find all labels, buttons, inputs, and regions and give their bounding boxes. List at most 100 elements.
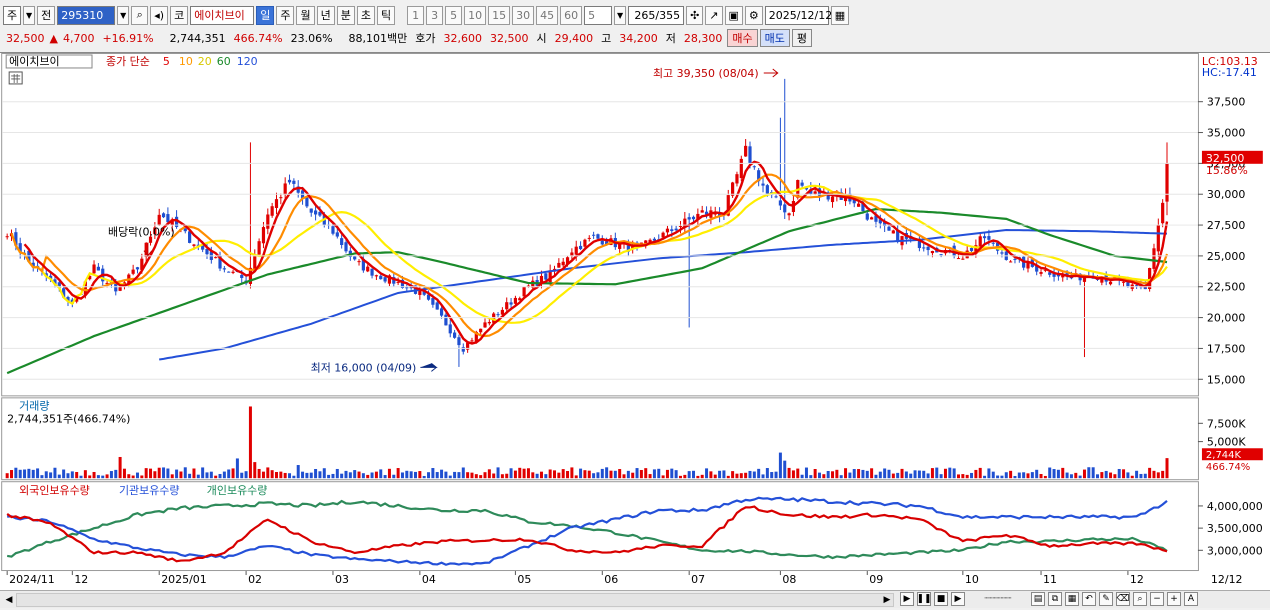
copy-icon[interactable]: ⧉ [1048, 592, 1062, 606]
interval-30[interactable]: 30 [512, 5, 535, 25]
volume-bar [1030, 472, 1034, 479]
period-year[interactable]: 년 [316, 5, 335, 25]
volume-bar [1017, 472, 1021, 479]
volume-bar [201, 467, 205, 479]
legend-foreign: 외국인보유수량 [19, 484, 90, 497]
layout-icon[interactable]: ▤ [1031, 592, 1045, 606]
table-icon[interactable]: ▦ [1065, 592, 1079, 606]
volume-bar [896, 472, 900, 479]
draw-icon[interactable]: ↗ [705, 5, 723, 25]
volume-bar [66, 473, 70, 479]
crosshair-icon[interactable]: ✣ [686, 5, 704, 25]
volume-bar [922, 470, 926, 479]
grid-table-icon-lines [11, 73, 21, 83]
minus-icon[interactable]: − [1150, 592, 1164, 606]
candle-body [305, 196, 309, 207]
volume-bar [865, 470, 869, 479]
volume-bar [1039, 473, 1043, 479]
chevron-down-icon[interactable]: ▼ [23, 5, 36, 25]
volume-bar [318, 471, 322, 479]
sell-button[interactable]: 매도 [759, 29, 790, 47]
period-day[interactable]: 일 [256, 5, 275, 25]
speaker-icon[interactable]: ◂) [150, 5, 169, 25]
candle-body [922, 247, 926, 249]
interval-45[interactable]: 45 [536, 5, 559, 25]
legend-ma10: 10 [179, 55, 193, 68]
undo-icon[interactable]: ↶ [1082, 592, 1096, 606]
buy-button[interactable]: 매수 [727, 29, 758, 47]
volume-bar [752, 471, 756, 479]
interval-3[interactable]: 3 [426, 5, 444, 25]
pause-icon[interactable]: ❚❚ [916, 592, 932, 606]
date-input[interactable]: 2025/12/12 [764, 5, 832, 25]
save-icon[interactable]: ▣ [724, 5, 743, 25]
stock-code-input[interactable]: 295310 [57, 5, 116, 25]
interval-10[interactable]: 10 [464, 5, 487, 25]
candle-body [75, 296, 79, 302]
candle-body [1052, 272, 1056, 277]
market-select[interactable]: 주 [3, 5, 22, 25]
volume-bar [1078, 475, 1082, 479]
period-minute[interactable]: 분 [336, 5, 355, 25]
candle-body [956, 258, 961, 260]
stop-icon[interactable]: ■ [934, 592, 948, 606]
search-icon[interactable]: ⌕ [131, 5, 149, 25]
period-month[interactable]: 월 [296, 5, 315, 25]
volume-bar [553, 470, 557, 479]
volume-bar [44, 471, 48, 479]
count-input[interactable]: 5 [584, 5, 613, 25]
interval-60[interactable]: 60 [560, 5, 583, 25]
zoom-in-icon[interactable]: ⌕ [1133, 592, 1147, 606]
candle-body [357, 261, 361, 263]
candle-body [978, 236, 982, 247]
volume-bar [943, 468, 947, 479]
volume-bar [36, 468, 40, 479]
interval-5[interactable]: 5 [445, 5, 463, 25]
volume-bar [778, 452, 782, 479]
gear-icon[interactable]: ⚙ [744, 5, 763, 25]
volume-bar [370, 472, 374, 479]
grid-table-icon[interactable] [8, 71, 23, 85]
volume-bar [583, 470, 587, 479]
play-prev-icon[interactable]: ▶ [900, 592, 914, 606]
stock-chart[interactable]: 37,500 35,000 32,500 30,000 27,500 25,000 22,5… [0, 52, 1270, 590]
type-code-button[interactable]: 코 [170, 5, 189, 25]
volume-bar [14, 467, 18, 479]
candle-body [1026, 261, 1030, 269]
period-tick[interactable]: 틱 [376, 5, 396, 25]
zoom-slider[interactable]: ┈┈┈┈┈ [984, 594, 1012, 604]
candle-body [887, 226, 891, 231]
volume-bar [427, 472, 431, 479]
scroll-left-icon[interactable]: ◀ [5, 595, 13, 605]
candle-body [765, 185, 769, 194]
calendar-icon[interactable]: ▦ [830, 5, 850, 25]
erase-icon[interactable]: ⌫ [1116, 592, 1130, 606]
ma20-line [14, 184, 1168, 324]
interval-1[interactable]: 1 [407, 5, 425, 25]
period-second[interactable]: 초 [356, 5, 375, 25]
prev-button[interactable]: 전 [37, 5, 56, 25]
count-dropdown-icon[interactable]: ▼ [614, 5, 627, 25]
axis-group: 37,500 35,000 32,500 30,000 27,500 25,000 22,5… [2, 96, 1263, 586]
volume-bar [539, 471, 543, 479]
plus-icon[interactable]: + [1167, 592, 1181, 606]
price-tick-label: 27,500 [1207, 219, 1245, 232]
current-volume-marker [1201, 448, 1263, 461]
pin-icon[interactable]: ✎ [1099, 592, 1113, 606]
scroll-track[interactable] [16, 593, 894, 607]
candle-body [266, 214, 270, 229]
period-week[interactable]: 주 [276, 5, 295, 25]
eval-button[interactable]: 평 [791, 29, 813, 47]
scroll-right-icon[interactable]: ▶ [883, 595, 891, 605]
code-dropdown-icon[interactable]: ▼ [117, 5, 130, 25]
candle-body [1121, 281, 1126, 283]
volume-bar [444, 471, 448, 479]
play-next-icon[interactable]: ▶ [951, 592, 965, 606]
chart-scrollbar[interactable]: ◀ ▶ ▶ ❚❚ ■ ▶ ┈┈┈┈┈ ▤ ⧉ ▦ ↶ ✎ ⌫ ⌕ − + A [0, 590, 1270, 608]
volume-bar [418, 471, 422, 479]
volume-bar [1148, 467, 1152, 479]
auto-icon[interactable]: A [1184, 592, 1198, 606]
volume-bar [1022, 472, 1026, 479]
candle-body [1100, 277, 1104, 283]
interval-15[interactable]: 15 [488, 5, 511, 25]
